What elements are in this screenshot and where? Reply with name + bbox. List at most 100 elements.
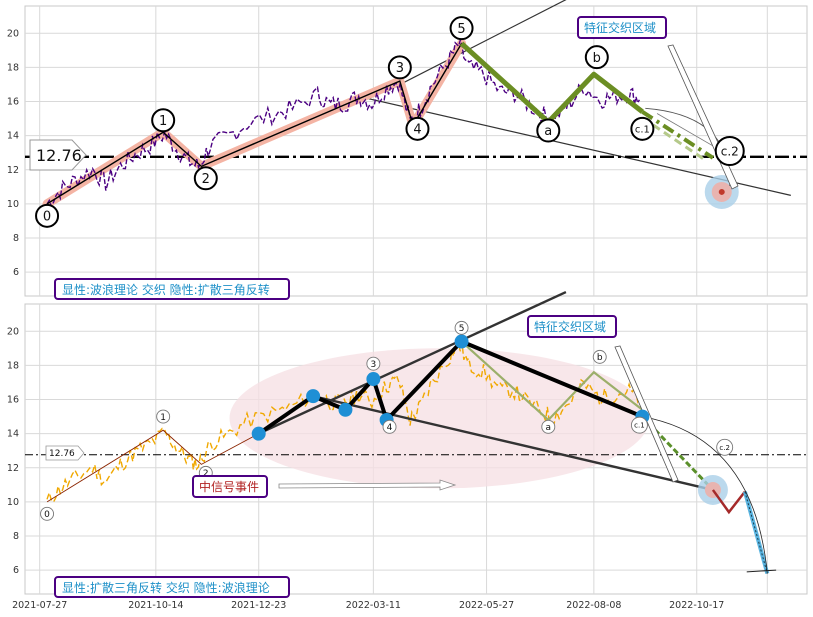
top-wave-label-4-circle [405,116,430,141]
bottom-triangle-band [229,348,650,489]
bottom-wave-label-3: 3 [371,360,377,370]
top-target-point [718,188,725,195]
top-wave-label-c.2-circle [714,136,745,166]
bottom-wave-label-a-circle [541,419,556,434]
bottom-wave-label-c.2-circle [716,438,734,456]
top-wave-label-1: 1 [159,114,167,129]
y-tick-label: 20 [7,326,19,337]
top-wave-label-3: 3 [396,61,404,76]
x-tick-label: 2022-08-08 [566,600,621,611]
bottom-lower-trendline [312,394,714,492]
bottom-arc [642,416,768,574]
top-y-ticks: 6 8 10 12 14 16 18 20 [7,28,19,278]
top-wave-label-2: 2 [202,172,210,187]
bottom-wave-label-4-circle [382,419,397,434]
top-hline-label-arrow [29,139,87,171]
bottom-wave-label-c.2: c.2 [719,444,730,452]
y-tick-label: 6 [13,565,19,576]
top-wave-label-3-circle [387,55,412,80]
top-wave-label-c.1-circle [630,116,655,141]
bottom-upper-trendline [258,290,567,435]
x-tick-label: 2021-10-14 [128,600,183,611]
x-tick-label: 2021-07-27 [12,600,67,611]
bottom-triangle-node [366,372,381,387]
top-impulse-wave [46,43,463,205]
bottom-wave-label-1-circle [156,409,171,424]
x-tick-label: 2022-03-11 [346,600,401,611]
top-caption: 显性:波浪理论 交织 隐性:扩散三角反转 [62,282,270,297]
top-upper-trendline [386,0,567,92]
top-wave-label-a: a [544,124,552,139]
top-annotation-label: 特征交织区域 [584,20,656,35]
top-hline-label: 12.76 [36,146,82,165]
bottom-correction-echo [460,340,644,422]
top-wave-label-4: 4 [413,123,421,138]
y-tick-label: 10 [7,199,19,210]
top-correction-wave [459,41,644,125]
top-wave-label-a-circle [536,118,561,143]
bottom-wave-label-c.1-circle [630,416,648,434]
bottom-hline-label: 12.76 [49,449,75,459]
bottom-reverse-path [711,489,746,515]
y-tick-label: 18 [7,360,19,371]
top-wave-label-0-circle [35,203,60,228]
y-tick-label: 8 [13,531,19,542]
bottom-wave-label-5: 5 [459,324,465,334]
top-wave-label-2-circle [193,166,218,191]
bottom-wave-label-5-circle [454,320,469,335]
top-wave-label-1-circle [151,108,176,133]
y-tick-label: 12 [7,463,19,474]
top-price-line [46,37,641,209]
bottom-triangle-node [306,389,321,404]
y-tick-label: 16 [7,395,19,406]
y-tick-label: 14 [7,429,19,440]
bottom-wave-label-0: 0 [44,510,50,520]
bottom-triangle-node [454,334,469,349]
x-tick-label: 2022-05-27 [459,600,514,611]
bottom-caption: 显性:扩散三角反转 交织 隐性:波浪理论 [62,580,270,595]
bottom-wave-label-0-circle [40,506,54,521]
top-wave-label-0: 0 [43,210,51,225]
bottom-wave-label-b: b [597,353,603,363]
y-tick-label: 10 [7,497,19,508]
y-tick-label: 16 [7,97,19,108]
mid-event-arrow [278,479,457,491]
mid-event-label: 中信号事件 [199,479,259,494]
top-wave-label-5-circle [449,16,474,41]
bottom-wave-label-a: a [546,423,552,433]
top-wave-label-b-circle [584,45,609,70]
mid-event-box: 中信号事件 [192,475,268,498]
bottom-wave-label-2: 2 [203,469,209,479]
bottom-triangle-node [338,402,353,417]
y-tick-label: 18 [7,62,19,73]
top-wave-label-b: b [593,51,601,66]
bottom-wave-label-3-circle [366,356,381,371]
top-projected-c2 [641,110,715,160]
top-wave-label-c.1: c.1 [635,124,650,135]
bottom-wave-label-b-circle [592,349,607,364]
bottom-wave-label-1: 1 [160,413,166,423]
bottom-content: 12.76 0 1 2 3 4 5 a b c.1 c.2 [25,290,807,575]
top-annotation-box: 特征交织区域 [577,16,667,39]
top-wave-label-c.2: c.2 [721,144,739,158]
y-tick-label: 6 [13,267,19,278]
y-tick-label: 12 [7,165,19,176]
top-content: 12.76 0 1 2 3 4 5 a b c.1 c.2 [25,0,807,228]
x-tick-label: 2022-10-17 [669,600,724,611]
bottom-annotation-box: 特征交织区域 [527,315,617,338]
x-tick-label: 2021-12-23 [231,600,286,611]
bottom-arc-base [746,569,777,573]
bottom-wave-echo [46,429,259,503]
bottom-x-ticks: 2021-07-27 2021-10-14 2021-12-23 2022-03-11… [12,600,724,611]
bottom-y-ticks: 6 8 10 12 14 16 18 20 [7,326,19,576]
y-tick-label: 8 [13,233,19,244]
bottom-wave-label-c.1: c.1 [634,422,645,430]
bottom-hline-label-arrow [45,445,85,461]
bottom-annotation-label: 特征交织区域 [534,319,606,334]
bottom-wave-label-4: 4 [387,423,393,433]
bottom-projection-down [641,415,715,491]
bottom-caption-box: 显性:扩散三角反转 交织 隐性:波浪理论 [54,576,290,598]
top-wave-label-5: 5 [457,22,465,37]
